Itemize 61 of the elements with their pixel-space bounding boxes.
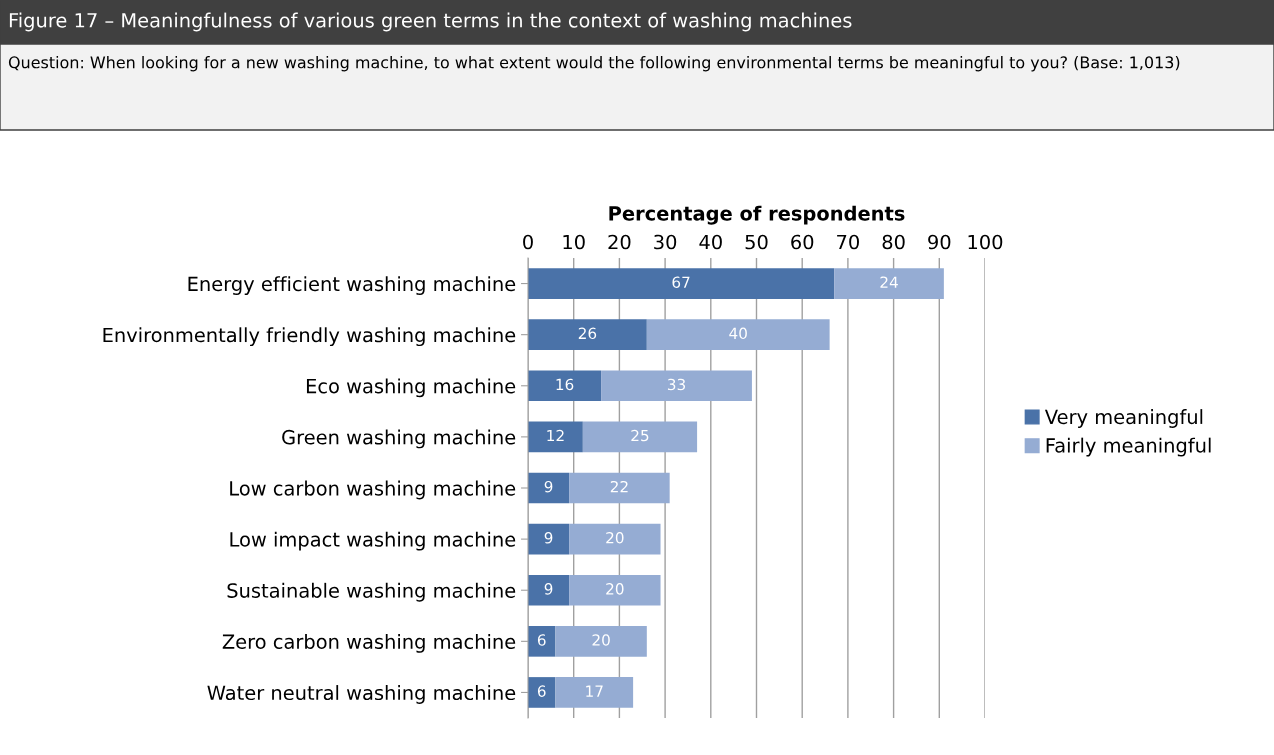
data-label: 67 [672,276,690,288]
x-tick-label: 30 [654,234,677,250]
bar [528,268,835,299]
y-tick-label: Eco washing machine [306,378,516,398]
bar [528,421,583,453]
chart-title: Figure 17 – Meaningfulness of various green terms in the context of washing machines [9,12,852,32]
bar [569,523,661,555]
data-label: 26 [578,327,597,340]
data-label: 9 [544,531,553,544]
data-label: 6 [537,634,546,646]
x-tick-label: 70 [837,234,859,250]
data-label: 9 [544,583,553,595]
data-label: 25 [631,429,649,442]
y-tick-label: Environmentally friendly washing machine [103,327,516,347]
x-tick-label: 100 [968,234,1003,250]
y-tick-label: Energy efficient washing machine [188,276,516,295]
bar [555,677,634,708]
y-tick-label: Low carbon washing machine [230,480,516,500]
bar [528,319,647,350]
data-label: 20 [592,634,610,646]
bar [528,626,556,657]
bar [528,472,570,504]
bar [528,523,570,555]
data-label: 12 [547,429,564,442]
bar [601,370,752,402]
x-tick-label: 20 [608,234,631,250]
data-label: 22 [610,480,628,493]
data-label: 16 [556,378,574,391]
x-tick-label: 50 [745,234,768,250]
chart-subtitle: Question: When looking for a new washing machine, to what extent would the following environmental terms be meaningful to you? (Base: 1,013) [8,56,1180,72]
x-tick-label: 80 [882,234,905,250]
legend-label: Fairly meaningful [1046,437,1211,457]
y-tick-label: Water neutral washing machine [207,685,516,704]
x-tick-label: 40 [699,234,722,250]
data-label: 24 [880,276,898,288]
bar [646,319,830,350]
x-tick-label: 60 [791,234,814,250]
bar [582,421,698,453]
y-tick-label: Sustainable washing machine [227,582,516,602]
bar [834,268,944,299]
bar [528,574,570,606]
bar [528,677,556,708]
data-label: 40 [729,327,747,340]
y-tick-label: Zero carbon washing machine [222,633,516,653]
data-label: 20 [606,583,624,595]
x-tick-label: 10 [563,234,585,250]
bar [528,370,602,402]
x-tick-label: 0 [523,234,533,250]
bar [569,574,661,606]
data-label: 9 [544,480,553,493]
x-tick-label: 90 [928,234,951,250]
bar [555,626,647,657]
data-label: 33 [667,378,686,391]
x-axis-title: Percentage of respondents [609,205,905,225]
y-tick-label: Low impact washing machine [230,531,516,551]
y-tick-label: Green washing machine [282,429,516,449]
data-label: 17 [586,685,603,697]
data-label: 6 [537,685,546,697]
bar [569,472,670,504]
legend-label: Very meaningful [1044,409,1203,428]
data-label: 20 [606,531,624,544]
